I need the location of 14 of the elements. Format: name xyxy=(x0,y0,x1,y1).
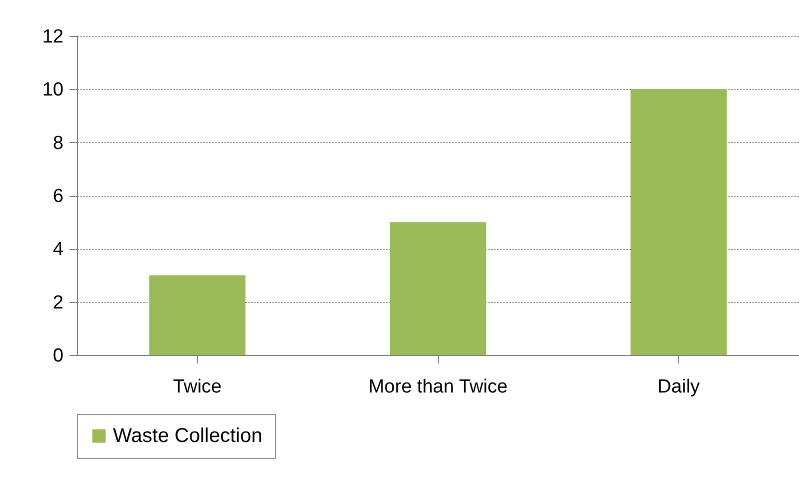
bar xyxy=(630,89,727,355)
y-tick-label: 8 xyxy=(52,132,64,154)
bar xyxy=(390,222,486,355)
y-tick-label: 4 xyxy=(52,239,64,260)
x-tick-label: Twice xyxy=(173,376,222,398)
x-tick-label: Daily xyxy=(658,376,700,398)
y-tick-label: 10 xyxy=(42,80,64,101)
y-tick-label: 12 xyxy=(42,26,64,48)
y-tick-label: 6 xyxy=(52,186,64,207)
bar xyxy=(149,275,246,355)
y-tick-label: 2 xyxy=(52,292,64,314)
y-tick-label: 0 xyxy=(52,346,64,366)
legend-label: Waste Collection xyxy=(113,425,262,447)
x-tick-label: More than Twice xyxy=(368,376,508,398)
